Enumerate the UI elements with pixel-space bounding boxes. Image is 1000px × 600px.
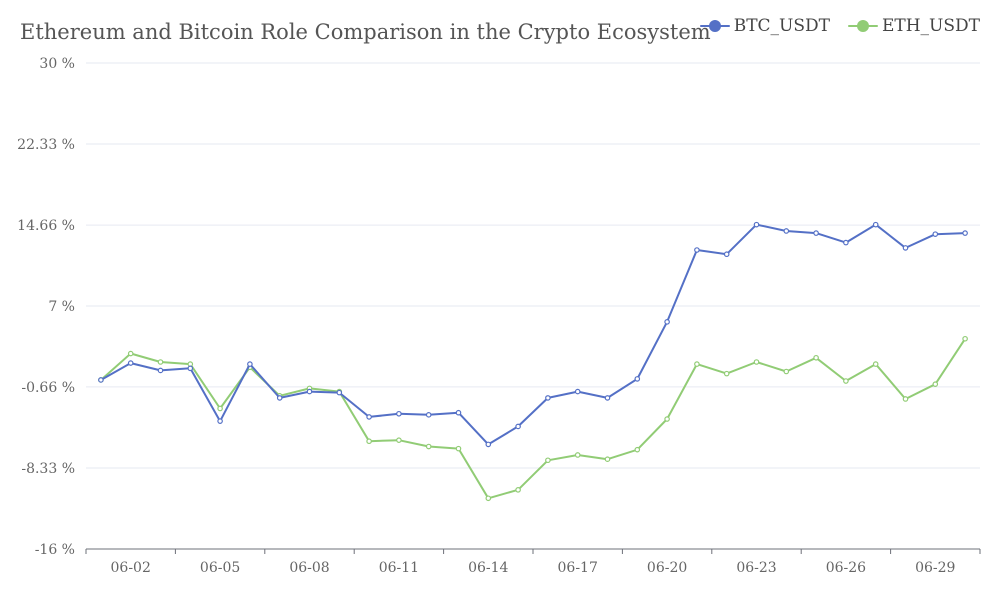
data-point-eth — [515, 487, 521, 493]
data-point-btc — [187, 365, 194, 372]
data-point-btc — [366, 414, 372, 420]
data-point-btc — [545, 395, 551, 401]
data-point-eth — [932, 381, 939, 387]
data-point-btc — [634, 376, 641, 382]
data-point-eth — [664, 416, 670, 422]
data-point-btc — [425, 412, 432, 418]
legend-label-btc: BTC_USDT — [733, 16, 830, 36]
x-tick-label: 06-02 — [111, 560, 151, 576]
data-point-btc — [485, 441, 492, 448]
legend-item-btc[interactable]: BTC_USDT — [699, 16, 830, 36]
legend: BTC_USDT ETH_USDT — [699, 16, 980, 36]
data-point-btc — [515, 423, 521, 430]
data-point-eth — [783, 368, 790, 375]
data-point-btc — [217, 418, 223, 424]
data-point-btc — [932, 231, 939, 237]
legend-label-eth: ETH_USDT — [881, 16, 980, 36]
x-tick-label: 06-17 — [558, 560, 598, 576]
data-point-btc — [336, 389, 343, 396]
x-tick-label: 06-05 — [200, 560, 240, 576]
data-point-eth — [604, 456, 611, 462]
x-tick-label: 06-23 — [736, 560, 776, 576]
data-point-btc — [783, 228, 790, 234]
data-point-eth — [157, 359, 164, 365]
data-point-eth — [425, 443, 432, 450]
data-point-btc — [276, 395, 283, 401]
x-tick-label: 06-26 — [826, 560, 866, 576]
data-point-eth — [545, 457, 551, 464]
data-point-btc — [753, 221, 760, 228]
series-line-btc — [100, 223, 966, 446]
data-point-btc — [455, 409, 462, 416]
data-point-btc — [604, 395, 611, 401]
x-tick-label: 06-08 — [289, 560, 329, 576]
legend-item-eth[interactable]: ETH_USDT — [847, 16, 980, 36]
y-tick-label: -8.33 % — [21, 461, 75, 477]
data-point-eth — [127, 350, 134, 357]
data-point-eth — [694, 361, 700, 367]
data-point-eth — [813, 354, 819, 361]
x-tick-label: 06-20 — [647, 560, 687, 576]
y-tick-label: 22.33 % — [17, 137, 75, 153]
data-point-eth — [455, 445, 462, 452]
data-point-btc — [902, 245, 909, 251]
data-point-btc — [396, 410, 402, 417]
data-point-btc — [306, 388, 313, 395]
data-point-btc — [813, 230, 819, 236]
data-point-eth — [217, 405, 223, 412]
y-tick-label: 7 % — [48, 299, 75, 315]
data-point-eth — [366, 438, 372, 445]
y-tick-label: -0.66 % — [21, 380, 75, 396]
data-point-btc — [574, 388, 581, 395]
data-point-eth — [962, 335, 968, 342]
data-point-eth — [843, 378, 849, 384]
data-point-eth — [485, 495, 492, 502]
x-tick-label: 06-14 — [468, 560, 508, 576]
data-point-eth — [634, 446, 641, 453]
data-point-btc — [723, 251, 730, 258]
data-point-btc — [127, 360, 134, 366]
legend-marker-btc — [699, 20, 730, 32]
data-point-eth — [902, 396, 909, 402]
data-point-btc — [98, 377, 104, 383]
legend-marker-eth — [847, 20, 878, 32]
chart-title: Ethereum and Bitcoin Role Comparison in … — [20, 20, 711, 44]
data-point-btc — [247, 361, 253, 367]
data-point-eth — [872, 361, 879, 367]
data-point-eth — [723, 370, 730, 377]
data-point-btc — [872, 221, 879, 228]
y-tick-label: -16 % — [35, 542, 75, 558]
data-point-eth — [574, 452, 581, 458]
data-point-eth — [396, 437, 402, 443]
series-line-eth — [100, 338, 966, 500]
data-point-btc — [962, 230, 968, 236]
x-tick-label: 06-11 — [379, 560, 419, 576]
x-tick-label: 06-29 — [915, 560, 955, 576]
data-point-btc — [157, 367, 164, 374]
y-tick-label: 30 % — [39, 56, 75, 72]
data-point-btc — [664, 319, 670, 325]
y-tick-label: 14.66 % — [17, 218, 75, 234]
data-point-btc — [843, 239, 849, 246]
data-point-btc — [694, 247, 700, 253]
data-point-eth — [753, 359, 760, 365]
